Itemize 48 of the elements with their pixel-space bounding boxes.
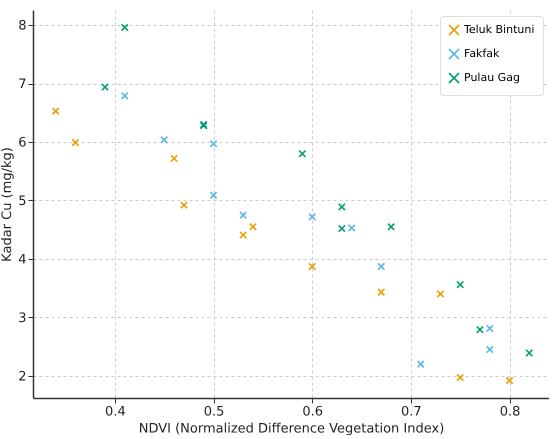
point (160, 136, 168, 144)
point (486, 346, 494, 354)
y-tick-label: 4 (18, 252, 26, 268)
y-tick-label: 7 (18, 77, 26, 92)
point (180, 201, 188, 210)
point (101, 83, 109, 92)
legend-label: Fakfak (464, 47, 500, 60)
point (170, 154, 178, 162)
point (298, 150, 306, 158)
point (52, 107, 60, 116)
y-tick-label: 2 (18, 369, 26, 384)
point (348, 224, 356, 232)
point (506, 376, 514, 384)
y-tick-label: 3 (18, 310, 26, 326)
point (308, 212, 316, 221)
x-tick-label: 0.6 (302, 404, 324, 420)
point (210, 140, 218, 148)
point (456, 280, 464, 289)
point (456, 374, 464, 382)
y-tick-label: 6 (18, 136, 26, 151)
x-tick-label: 0.4 (105, 404, 126, 420)
x-tick-label: 0.7 (401, 404, 422, 420)
point (486, 324, 494, 332)
legend-label: Pulau Gag (464, 71, 520, 84)
point (338, 224, 346, 233)
point (71, 138, 80, 147)
point (338, 202, 346, 211)
y-tick-label: 8 (18, 18, 26, 34)
point (387, 222, 396, 231)
point (476, 326, 484, 334)
x-tick-label: 0.5 (204, 404, 224, 420)
y-axis-title: Kadar Cu (mg/kg) (0, 147, 16, 262)
y-tick-label: 5 (18, 194, 26, 209)
point (308, 262, 316, 270)
point (377, 262, 386, 270)
x-tick-label: 0.8 (500, 404, 520, 420)
point (239, 211, 248, 220)
point (525, 349, 534, 357)
point (416, 360, 425, 368)
point (210, 191, 218, 200)
point (377, 288, 386, 296)
point (239, 231, 248, 239)
point (120, 92, 129, 100)
legend-label: Teluk Bintuni (463, 23, 534, 36)
point (436, 290, 444, 298)
x-axis-title: NDVI (Normalized Difference Vegetation Index) (138, 422, 444, 436)
point (120, 24, 129, 32)
point (249, 222, 257, 231)
